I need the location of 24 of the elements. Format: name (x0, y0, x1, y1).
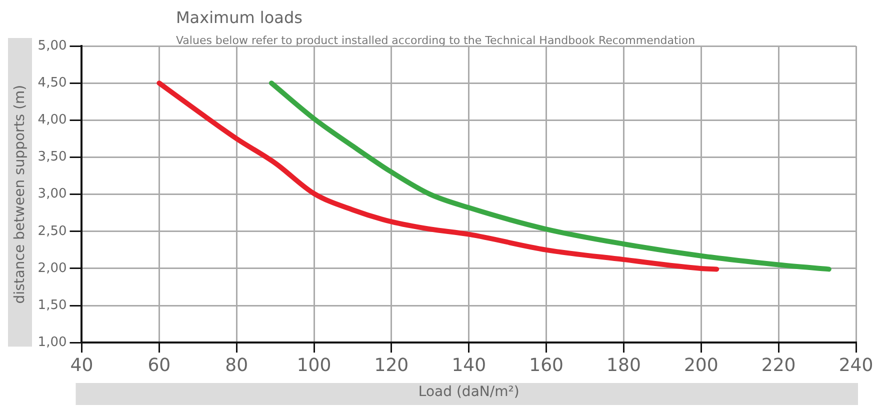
x-tick-label: 220 (761, 355, 796, 376)
x-tick-label: 240 (838, 355, 874, 376)
x-tick-label: 180 (606, 355, 641, 376)
y-axis-title: distance between supports (m) (12, 84, 28, 304)
y-tick-label: 3,50 (38, 150, 67, 165)
y-tick-label: 1,50 (38, 298, 67, 313)
x-tick-label: 60 (148, 355, 171, 376)
x-axis-title: Load (daN/m²) (418, 384, 520, 400)
chart-subtitle: Values below refer to product installed according to the Technical Handbook Recommendation (176, 34, 696, 47)
chart-title: Maximum loads (176, 8, 302, 27)
x-tick-label: 160 (529, 355, 564, 376)
y-tick-label: 1,00 (38, 334, 67, 350)
x-tick-label: 120 (374, 355, 409, 376)
y-tick-label: 3,00 (38, 186, 67, 202)
y-tick-label: 2,50 (38, 224, 67, 239)
x-tick-label: 140 (452, 355, 486, 376)
y-tick-label: 4,50 (38, 75, 67, 90)
x-tick-label: 200 (684, 355, 718, 376)
x-tick-label: 40 (70, 355, 94, 376)
y-tick-label: 5,00 (38, 38, 67, 54)
x-tick-label: 80 (225, 355, 248, 376)
y-tick-label: 4,00 (38, 112, 67, 128)
x-tick-label: 100 (296, 355, 332, 376)
y-tick-label: 2,00 (38, 260, 67, 276)
